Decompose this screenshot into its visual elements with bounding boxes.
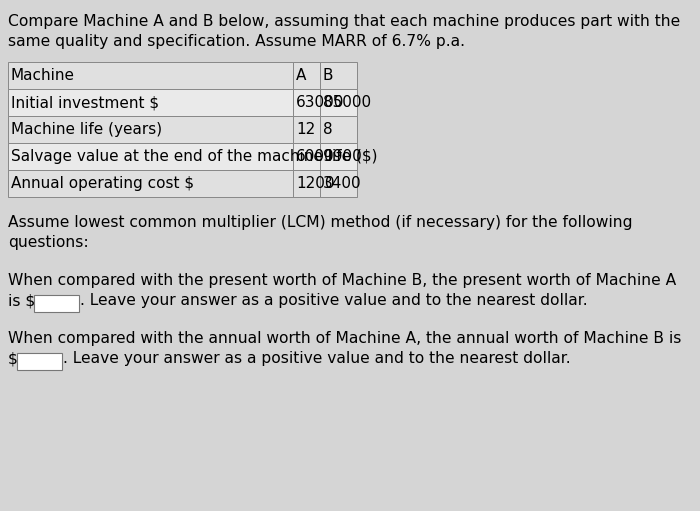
Bar (8, 116, 293, 143)
Text: Annual operating cost $: Annual operating cost $ (11, 176, 194, 191)
Bar (320, 89, 357, 116)
Bar (8, 62, 293, 89)
Bar (320, 62, 357, 89)
Text: 85000: 85000 (323, 95, 371, 110)
Bar (293, 116, 320, 143)
Bar (8, 89, 293, 116)
Text: 8: 8 (323, 122, 332, 137)
Bar (293, 62, 320, 89)
Text: . Leave your answer as a positive value and to the nearest dollar.: . Leave your answer as a positive value … (80, 293, 587, 308)
Text: B: B (323, 68, 333, 83)
Bar (320, 143, 357, 170)
Text: Machine: Machine (11, 68, 75, 83)
Bar (320, 116, 357, 143)
Text: A: A (296, 68, 307, 83)
Text: . Leave your answer as a positive value and to the nearest dollar.: . Leave your answer as a positive value … (63, 351, 570, 366)
Text: 3400: 3400 (323, 176, 362, 191)
Text: When compared with the present worth of Machine B, the present worth of Machine : When compared with the present worth of … (8, 273, 676, 288)
Bar (17, 353, 62, 370)
Text: 63000: 63000 (296, 95, 344, 110)
Bar (293, 143, 320, 170)
Text: 6000: 6000 (296, 149, 335, 164)
Text: 12: 12 (296, 122, 315, 137)
Text: $: $ (8, 351, 18, 366)
Text: 1200: 1200 (296, 176, 335, 191)
Bar (320, 170, 357, 197)
Text: is $: is $ (8, 293, 35, 308)
Text: 9900: 9900 (323, 149, 362, 164)
Bar (8, 143, 293, 170)
Text: When compared with the annual worth of Machine A, the annual worth of Machine B : When compared with the annual worth of M… (8, 331, 681, 346)
Text: Machine life (years): Machine life (years) (11, 122, 162, 137)
Bar (34, 295, 79, 312)
Text: questions:: questions: (8, 235, 89, 250)
Bar (293, 89, 320, 116)
Text: Compare Machine A and B below, assuming that each machine produces part with the: Compare Machine A and B below, assuming … (8, 14, 680, 29)
Text: Initial investment $: Initial investment $ (11, 95, 159, 110)
Text: same quality and specification. Assume MARR of 6.7% p.a.: same quality and specification. Assume M… (8, 34, 465, 49)
Bar (293, 170, 320, 197)
Bar (8, 170, 293, 197)
Text: Salvage value at the end of the machine life ($): Salvage value at the end of the machine … (11, 149, 377, 164)
Text: Assume lowest common multiplier (LCM) method (if necessary) for the following: Assume lowest common multiplier (LCM) me… (8, 215, 633, 230)
